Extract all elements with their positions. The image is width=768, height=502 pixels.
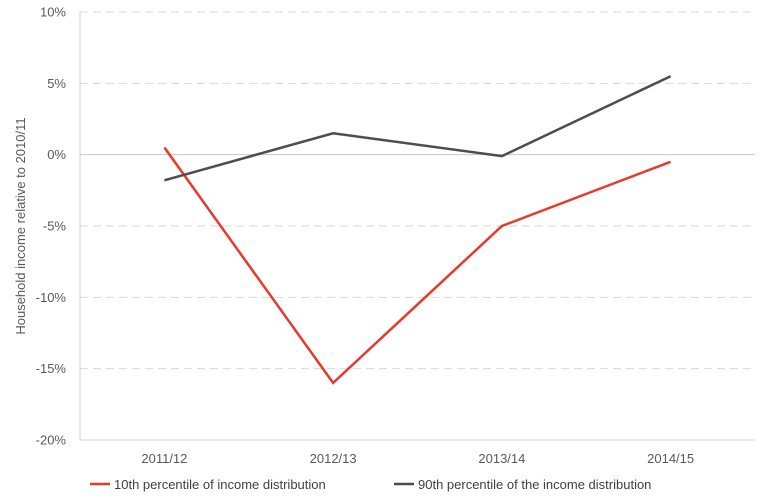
axes [79, 12, 755, 441]
series-lines [163, 75, 672, 385]
x-tick-label: 2013/14 [478, 451, 525, 466]
legend-label: 90th percentile of the income distributi… [418, 477, 651, 492]
y-tick-label: 10% [40, 5, 66, 20]
legend: 10th percentile of income distribution 90… [90, 477, 651, 492]
y-tick-label: -10% [36, 290, 67, 305]
y-axis-title: Household income relative to 2010/11 [13, 117, 28, 334]
y-tick-label: -15% [36, 361, 67, 376]
series-line-10th-percentile [163, 146, 672, 385]
y-tick-label: -20% [36, 433, 67, 448]
legend-label: 10th percentile of income distribution [114, 477, 326, 492]
y-tick-label: 5% [47, 76, 66, 91]
series-line-90th-percentile [164, 75, 672, 182]
gridlines [80, 11, 755, 370]
x-tick-label: 2011/12 [141, 451, 187, 466]
x-tick-label: 2012/13 [310, 451, 357, 466]
y-tick-label: 0% [47, 147, 66, 162]
y-tick-label: -5% [43, 219, 67, 234]
x-tick-label: 2014/15 [647, 451, 694, 466]
y-tick-labels: 10% 5% 0% -5% -10% -15% -20% [36, 5, 67, 448]
x-tick-labels: 2011/12 2012/13 2013/14 2014/15 [141, 451, 694, 466]
